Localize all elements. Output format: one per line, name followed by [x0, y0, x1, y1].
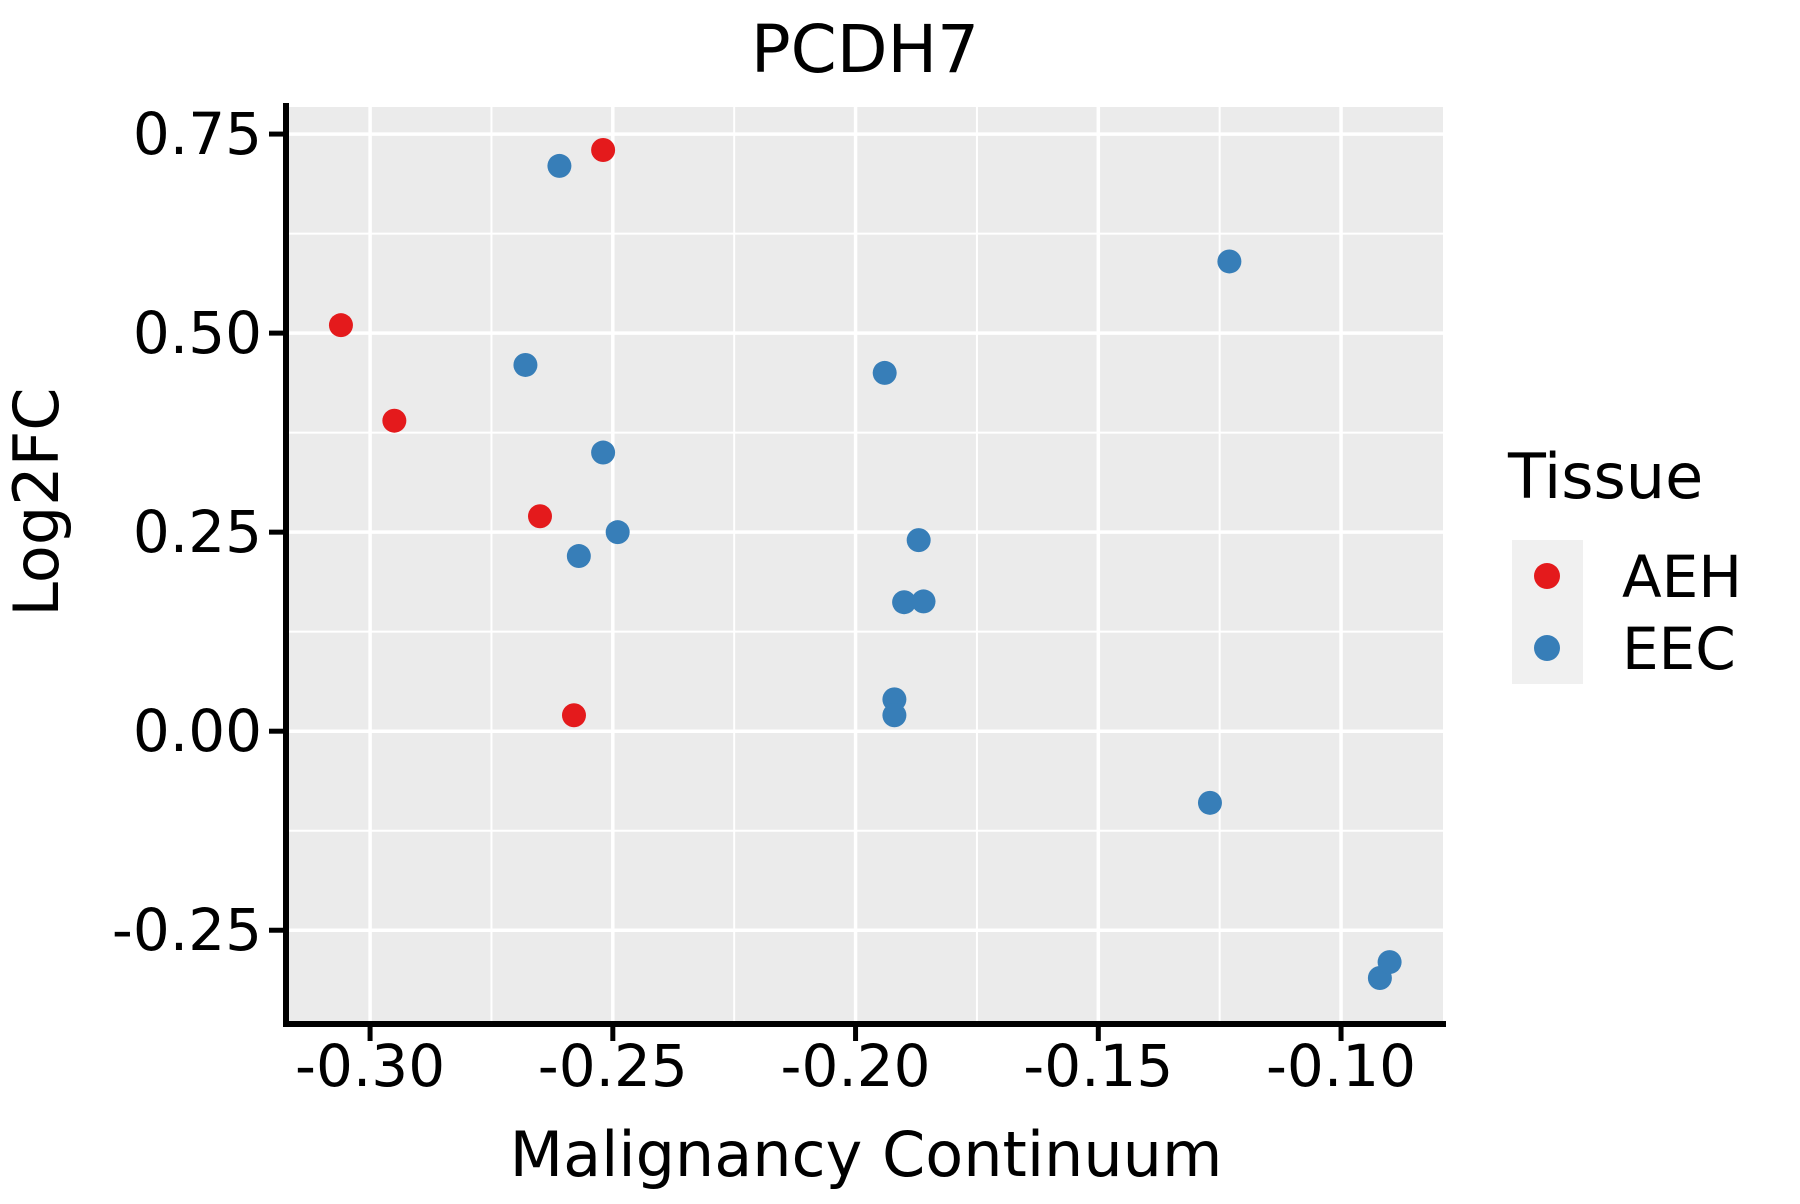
- y-tick-label: 0.75: [133, 100, 262, 168]
- point-aeh: [382, 408, 407, 433]
- point-aeh: [561, 703, 586, 728]
- point-eec: [882, 703, 907, 728]
- x-tick-label: -0.30: [295, 1032, 445, 1100]
- axis-ticks: [269, 131, 1344, 1041]
- x-tick-label: -0.20: [781, 1032, 931, 1100]
- point-eec: [566, 544, 591, 569]
- y-tick-label: 0.25: [133, 498, 262, 566]
- plot-panel: [289, 107, 1443, 1021]
- point-eec: [513, 352, 538, 377]
- point-eec: [892, 590, 917, 615]
- point-eec: [1377, 950, 1402, 975]
- point-eec: [906, 528, 931, 553]
- legend-label-eec: EEC: [1622, 615, 1736, 683]
- y-tick-label: 0.00: [133, 697, 262, 765]
- point-eec: [605, 520, 630, 545]
- data-points: [328, 137, 1402, 991]
- x-tick-label: -0.15: [1023, 1032, 1173, 1100]
- x-axis-title: Malignancy Continuum: [510, 1118, 1223, 1191]
- point-eec: [872, 360, 897, 385]
- point-eec: [591, 440, 616, 465]
- point-aeh: [527, 504, 552, 529]
- x-tick-label: -0.10: [1266, 1032, 1416, 1100]
- legend-dot-aeh: [1534, 563, 1560, 589]
- axis-lines: [283, 103, 1446, 1027]
- y-axis-title: Log2FC: [0, 387, 73, 616]
- legend-title: Tissue: [1507, 440, 1703, 513]
- point-eec: [547, 153, 572, 178]
- point-aeh: [328, 313, 353, 338]
- x-tick-label: -0.25: [538, 1032, 688, 1100]
- point-eec: [911, 589, 936, 614]
- y-tick-label: -0.25: [112, 896, 262, 964]
- point-eec: [1197, 790, 1222, 815]
- point-eec: [1217, 249, 1242, 274]
- legend-dot-eec: [1534, 635, 1560, 661]
- point-aeh: [591, 137, 616, 162]
- plot-title: PCDH7: [751, 11, 979, 88]
- major-gridlines: [289, 107, 1443, 1021]
- y-tick-label: 0.50: [133, 299, 262, 367]
- tick-labels: -0.30 -0.25 -0.20 -0.15 -0.10 0.75 0.50 0.25 0.0…: [112, 100, 1416, 1100]
- legend-label-aeh: AEH: [1622, 543, 1742, 611]
